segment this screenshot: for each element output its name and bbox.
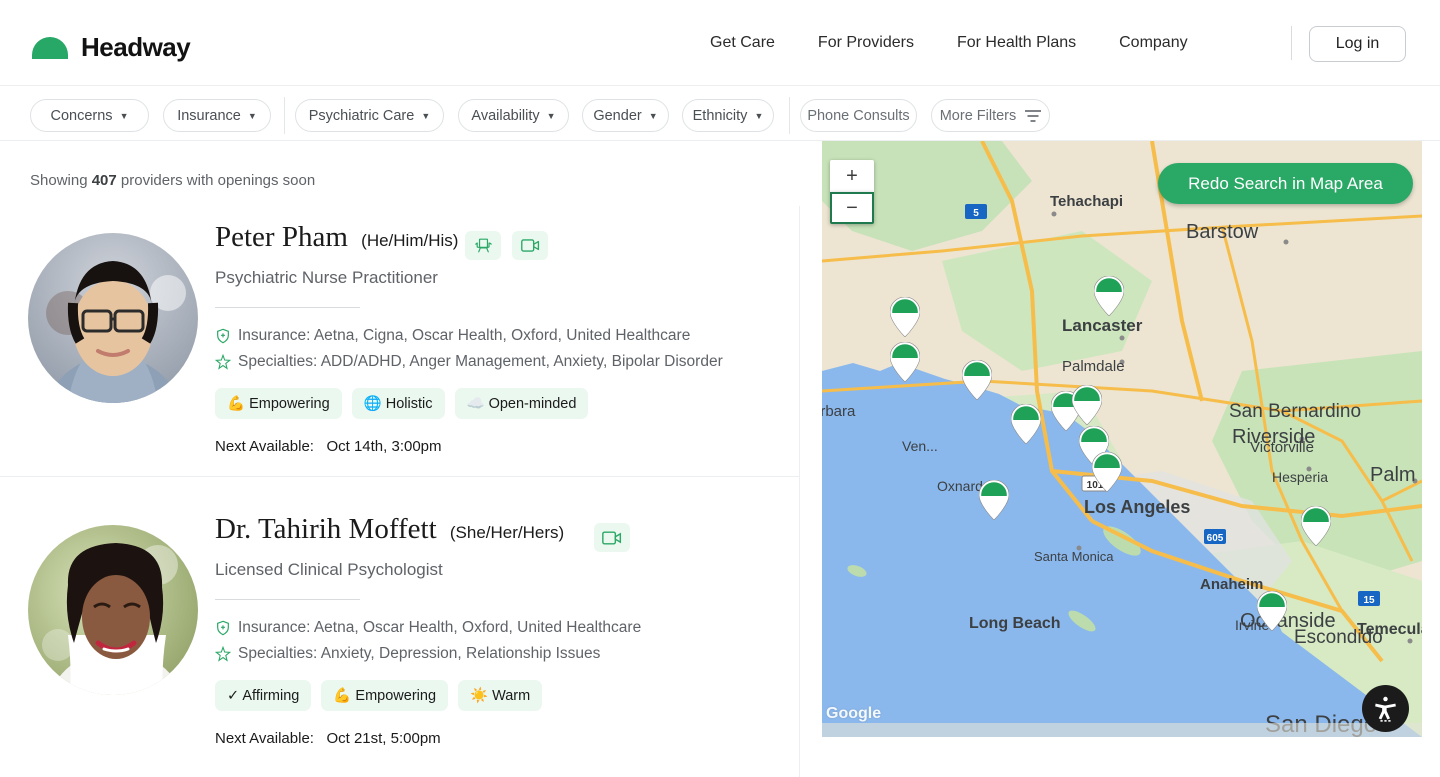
svg-text:605: 605 xyxy=(1207,533,1224,544)
svg-text:San Bernardino: San Bernardino xyxy=(1229,401,1361,422)
svg-text:Santa Monica: Santa Monica xyxy=(1034,549,1114,564)
svg-text:Barstow: Barstow xyxy=(1186,221,1259,243)
svg-text:Palmdale: Palmdale xyxy=(1062,358,1125,375)
svg-text:Palm: Palm xyxy=(1370,464,1416,486)
svg-text:Long Beach: Long Beach xyxy=(969,615,1061,632)
svg-text:Riverside: Riverside xyxy=(1232,426,1315,448)
svg-text:Lancaster: Lancaster xyxy=(1062,316,1143,335)
svg-text:15: 15 xyxy=(1363,595,1375,606)
svg-text:Anaheim: Anaheim xyxy=(1200,576,1263,593)
svg-text:Oceanside: Oceanside xyxy=(1240,610,1336,632)
svg-text:Ven...: Ven... xyxy=(902,438,938,454)
svg-text:5: 5 xyxy=(973,208,979,219)
svg-text:arbara: arbara xyxy=(822,403,856,420)
svg-text:Oxnard: Oxnard xyxy=(937,478,983,494)
svg-text:Los Angeles: Los Angeles xyxy=(1084,497,1190,517)
svg-text:Tehachapi: Tehachapi xyxy=(1050,193,1123,210)
svg-text:Hesperia: Hesperia xyxy=(1272,469,1328,485)
